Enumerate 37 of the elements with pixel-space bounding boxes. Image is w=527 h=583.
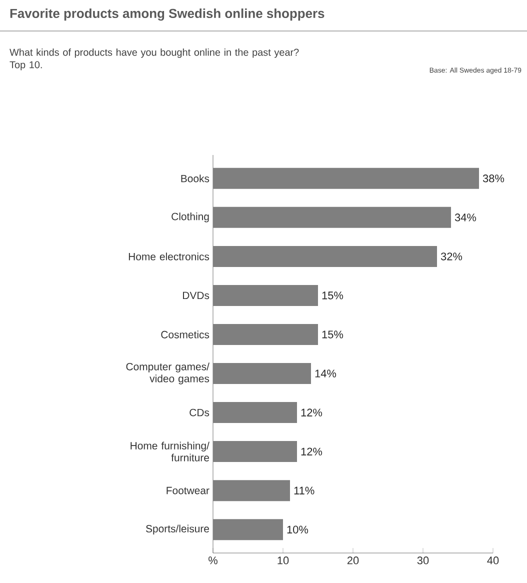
x-tick-label: 20 bbox=[347, 556, 359, 564]
y-tick-label: CDs bbox=[190, 408, 210, 416]
bar bbox=[213, 480, 290, 502]
data-label: 14% bbox=[315, 370, 336, 378]
bar bbox=[213, 519, 283, 540]
y-tick-label: Cosmetics bbox=[161, 330, 210, 338]
x-tick-label: 10 bbox=[278, 556, 289, 564]
y-tick-label: Home electronics bbox=[128, 252, 210, 260]
data-label: 34% bbox=[454, 214, 476, 222]
y-tick-label: DVDs bbox=[183, 292, 210, 300]
bar bbox=[213, 206, 452, 228]
data-label: 32% bbox=[440, 252, 462, 260]
bar bbox=[213, 284, 318, 306]
data-label: 38% bbox=[482, 174, 504, 182]
bar bbox=[213, 246, 438, 267]
data-label: 12% bbox=[301, 408, 322, 416]
y-tick-label: Footwear bbox=[166, 486, 210, 494]
bar bbox=[213, 402, 297, 424]
x-tick-label: 40 bbox=[487, 556, 499, 564]
data-label: 11% bbox=[294, 486, 314, 494]
x-tick-label: 30 bbox=[417, 556, 429, 564]
y-tick-label: Home furnishing/ furniture bbox=[130, 442, 210, 462]
y-tick-label: Sports/leisure bbox=[146, 524, 209, 534]
x-tick-label: % bbox=[208, 556, 218, 564]
bar bbox=[213, 441, 297, 462]
data-label: 12% bbox=[301, 448, 322, 456]
y-tick-label: Computer games/ video games bbox=[126, 362, 210, 384]
bar bbox=[213, 324, 318, 345]
bar bbox=[213, 363, 311, 384]
data-label: 15% bbox=[322, 330, 344, 338]
bar bbox=[213, 168, 480, 189]
chart-title: Favorite products among Swedish online shoppers bbox=[10, 8, 324, 21]
data-label: 10% bbox=[287, 526, 308, 534]
data-label: 15% bbox=[322, 292, 344, 300]
y-tick-label: Books bbox=[181, 174, 210, 182]
chart-subtitle: What kinds of products have you bought online in the past year? Top 10. bbox=[10, 48, 299, 70]
y-tick-label: Clothing bbox=[172, 212, 209, 222]
